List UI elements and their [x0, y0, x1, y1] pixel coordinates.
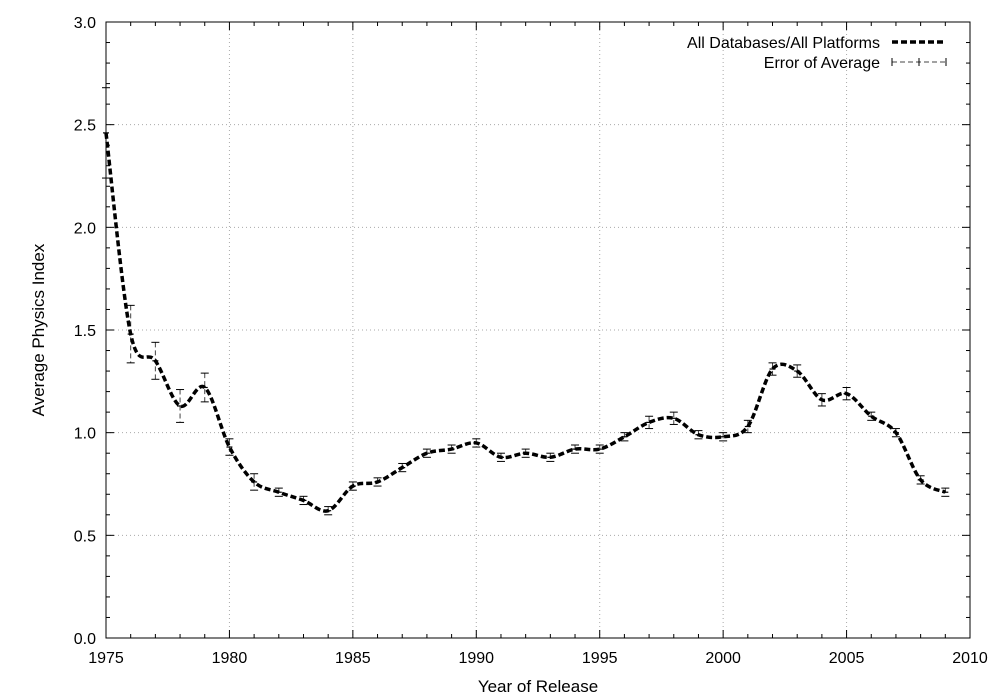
- legend-label-series: All Databases/All Platforms: [687, 35, 880, 52]
- x-tick-label: 1975: [88, 650, 124, 667]
- error-bar: [743, 419, 752, 434]
- series-line-all-databases: [104, 132, 947, 513]
- grid-lines: [106, 22, 970, 638]
- x-tick-labels: 1975 1980 1985 1990 1995 2000 2005 2010: [88, 650, 988, 667]
- y-tick-label: 1.0: [74, 426, 96, 443]
- y-tick-label: 3.0: [74, 15, 96, 32]
- legend-swatch-error: [891, 58, 947, 66]
- y-tick-label: 0.0: [74, 631, 96, 648]
- x-tick-label: 1995: [582, 650, 618, 667]
- x-tick-label: 2010: [952, 650, 988, 667]
- legend-label-error: Error of Average: [764, 55, 880, 72]
- error-bar: [176, 389, 185, 423]
- y-tick-label: 2.0: [74, 220, 96, 237]
- x-tick-label: 1980: [212, 650, 248, 667]
- error-bar: [225, 438, 234, 456]
- x-tick-label: 2000: [705, 650, 741, 667]
- y-axis-title: Average Physics Index: [29, 243, 48, 416]
- plot-frame: [105, 21, 971, 639]
- x-tick-label: 1985: [335, 650, 371, 667]
- y-tick-labels: 0.0 0.5 1.0 1.5 2.0 2.5 3.0: [74, 15, 96, 648]
- x-tick-label: 2005: [829, 650, 865, 667]
- x-axis-title: Year of Release: [478, 677, 598, 696]
- x-tick-label: 1990: [458, 650, 494, 667]
- legend: All Databases/All Platforms Error of Ave…: [687, 35, 947, 72]
- error-bar: [645, 415, 654, 430]
- error-bars: [102, 87, 950, 516]
- y-tick-label: 0.5: [74, 528, 96, 545]
- y-tick-label: 1.5: [74, 323, 96, 340]
- y-tick-label: 2.5: [74, 118, 96, 135]
